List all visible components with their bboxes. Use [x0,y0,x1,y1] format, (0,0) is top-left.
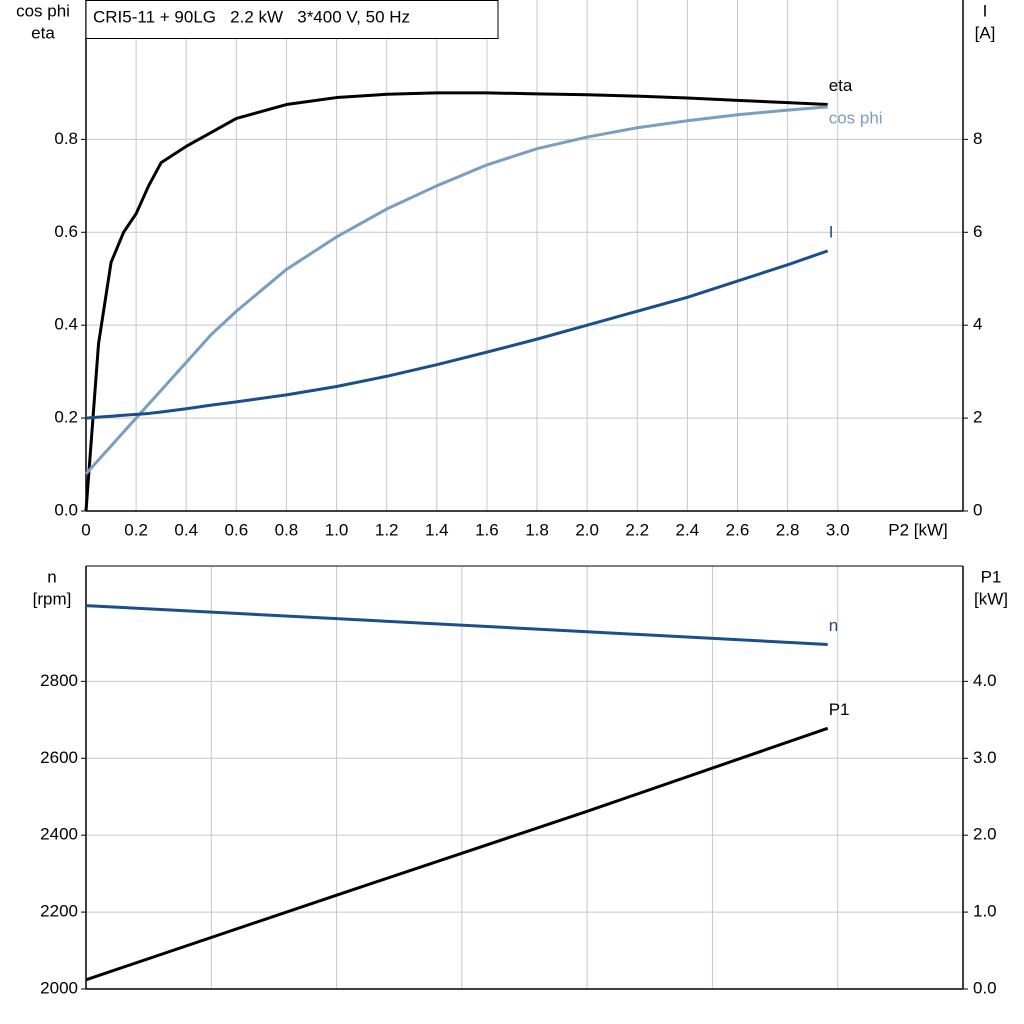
x-tick-label: 2.8 [776,520,800,539]
series-label: n [829,616,838,635]
x-tick-label: 1.8 [525,520,549,539]
series-label: P1 [829,700,850,719]
y-tick-label: 0.2 [54,408,78,427]
y2-tick-label: 6 [973,222,982,241]
x-tick-label: 0.6 [225,520,249,539]
y-axis-label: eta [31,23,55,42]
series-line [85,249,829,420]
y-axis-label: [rpm] [33,589,72,608]
chart-title: CRI5-11 + 90LG 2.2 kW 3*400 V, 50 Hz [93,7,410,26]
y2-tick-label: 4 [973,315,982,334]
x-axis-label: P2 [kW] [888,520,948,539]
y-tick-label: 0.6 [54,222,78,241]
y-tick-label: 2400 [40,825,78,844]
y2-tick-label: 0.0 [973,978,997,997]
y2-tick-label: 2.0 [973,825,997,844]
x-tick-label: 1.6 [475,520,499,539]
x-tick-label: 1.2 [375,520,399,539]
x-tick-label: 2.0 [575,520,599,539]
x-tick-label: 1.4 [425,520,449,539]
y-axis-label: n [47,567,56,586]
y2-axis-label: I [983,1,988,20]
y-tick-label: 0.4 [54,315,78,334]
y-tick-label: 2200 [40,902,78,921]
x-tick-label: 1.0 [325,520,349,539]
y-tick-label: 0.0 [54,500,78,519]
x-tick-label: 3.0 [826,520,850,539]
x-tick-label: 2.2 [625,520,649,539]
y2-tick-label: 2 [973,408,982,427]
y-axis-label: cos phi [16,1,70,20]
x-tick-label: 0 [81,520,90,539]
series-label: cos phi [829,108,883,127]
y-tick-label: 0.8 [54,129,78,148]
x-tick-label: 2.4 [676,520,700,539]
series-line [84,105,828,475]
y-tick-label: 2800 [40,671,78,690]
series-label: eta [829,76,853,95]
y2-tick-label: 0 [973,500,982,519]
y2-axis-label: [A] [975,23,996,42]
y2-tick-label: 3.0 [973,748,997,767]
y2-tick-label: 8 [973,129,982,148]
y2-axis-label: [kW] [974,589,1008,608]
y2-tick-label: 1.0 [973,902,997,921]
x-tick-label: 0.8 [275,520,299,539]
y2-axis-label: P1 [981,567,1002,586]
x-tick-label: 0.4 [174,520,198,539]
x-tick-label: 0.2 [124,520,148,539]
title-box [85,0,499,39]
x-tick-label: 2.6 [726,520,750,539]
series-label: I [829,222,834,241]
y-tick-label: 2000 [40,978,78,997]
series-line [85,726,829,982]
series-line [85,604,828,646]
y2-tick-label: 4.0 [973,671,997,690]
series-line [84,91,828,512]
y-tick-label: 2600 [40,748,78,767]
